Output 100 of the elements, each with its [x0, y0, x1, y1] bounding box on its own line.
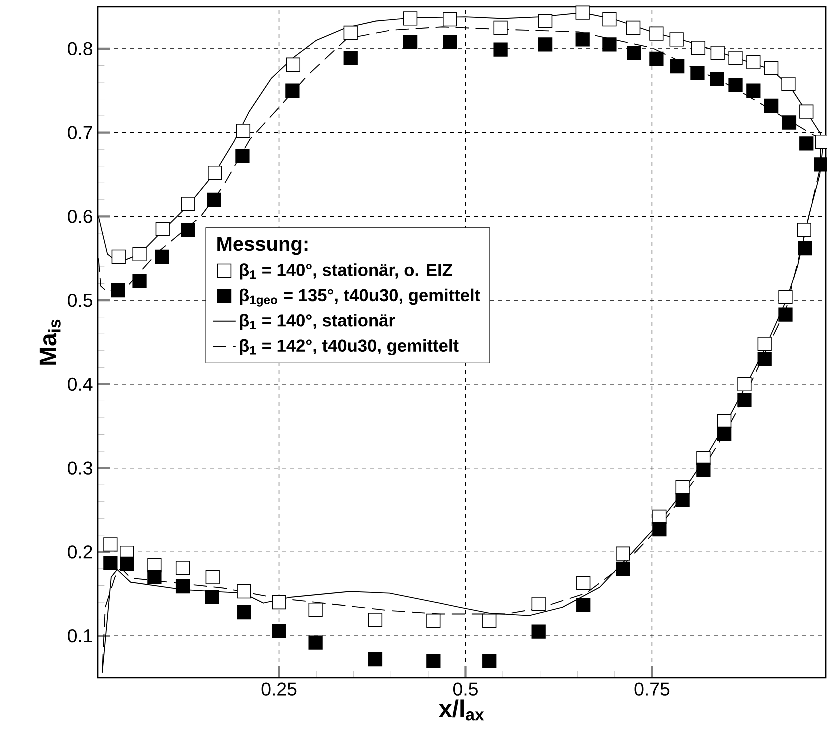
point	[746, 84, 761, 98]
point	[710, 46, 725, 60]
point	[207, 192, 222, 207]
x-tick-label: 0.75	[634, 682, 670, 696]
y-tick-label: 0.8	[68, 42, 92, 56]
point	[728, 78, 743, 92]
point	[368, 652, 383, 667]
point	[696, 462, 711, 478]
point	[205, 590, 220, 605]
point	[532, 624, 546, 639]
point	[443, 35, 458, 50]
point	[403, 12, 418, 26]
point	[576, 576, 591, 590]
point	[181, 197, 196, 212]
point	[800, 104, 814, 119]
point	[782, 77, 796, 92]
y-axis-title: Ma$_{is}$	[40, 320, 61, 365]
point	[236, 149, 250, 164]
point	[237, 584, 252, 599]
y-tick-label: 0.7	[68, 126, 92, 140]
y-tick-label: 0.4	[68, 378, 93, 392]
y-tick-label: 0.3	[68, 462, 92, 475]
x-axis-title: x/l$_{ax}$	[439, 700, 484, 721]
point	[104, 538, 118, 552]
point	[738, 393, 752, 408]
point	[728, 51, 743, 66]
y-tick-label: 0.1	[68, 629, 92, 643]
point	[482, 654, 497, 668]
point	[403, 35, 418, 50]
point	[576, 598, 591, 612]
x-tick-label: 0.5	[454, 682, 478, 696]
point	[286, 84, 300, 98]
point	[764, 61, 779, 76]
point	[764, 98, 779, 114]
legend-label: β$_{1}$ = 142°, t40u30, gemittelt	[240, 339, 459, 356]
point	[627, 46, 642, 60]
point	[650, 52, 664, 66]
point	[237, 606, 252, 620]
point	[800, 136, 814, 151]
point	[272, 595, 286, 610]
point	[148, 570, 162, 584]
point	[670, 59, 685, 74]
point	[176, 580, 190, 594]
point	[576, 32, 590, 47]
y-tick-label: 0.6	[68, 210, 92, 224]
point	[156, 222, 170, 236]
point	[111, 283, 126, 298]
legend-label: β$_{1}$ = 140°, stationär, o. EIZ	[240, 264, 452, 280]
point	[426, 654, 441, 668]
point	[132, 274, 147, 288]
point	[616, 546, 630, 561]
point	[443, 12, 458, 27]
point	[676, 480, 690, 495]
point	[718, 426, 732, 441]
point	[181, 223, 196, 238]
point	[616, 562, 630, 576]
point	[104, 556, 118, 570]
point	[778, 308, 793, 322]
point	[652, 522, 667, 537]
point	[344, 26, 358, 40]
legend-title: Messung:	[218, 237, 308, 256]
legend-label: β$_{1geo}$ = 135°, t40u30, gemittelt	[240, 288, 480, 307]
point	[746, 55, 761, 70]
point	[738, 377, 752, 392]
point	[286, 58, 301, 72]
point	[344, 51, 358, 66]
point	[532, 597, 546, 612]
point	[538, 14, 553, 28]
point	[576, 6, 590, 20]
point	[308, 602, 323, 618]
point	[710, 72, 724, 86]
point	[426, 614, 441, 628]
point	[798, 241, 812, 256]
point	[112, 250, 126, 264]
point	[206, 570, 220, 584]
point	[782, 116, 797, 130]
point	[155, 250, 170, 264]
point	[208, 166, 222, 180]
point	[132, 247, 147, 262]
point	[626, 20, 641, 36]
point	[602, 38, 617, 52]
point	[797, 223, 812, 238]
point	[758, 352, 772, 366]
y-tick-label: 0.2	[68, 546, 92, 559]
point	[120, 556, 134, 571]
point	[176, 561, 190, 576]
point	[272, 624, 286, 638]
point	[482, 614, 497, 628]
point	[778, 290, 793, 304]
y-tick-label: 0.5	[68, 294, 93, 308]
point	[494, 42, 508, 57]
point	[494, 20, 508, 36]
point	[691, 41, 706, 56]
point	[602, 12, 617, 27]
point	[236, 124, 251, 138]
point	[676, 493, 690, 508]
point	[758, 337, 772, 352]
point	[670, 32, 684, 47]
point	[368, 613, 383, 628]
legend-label: β$_{1}$ = 140°, stationär	[240, 314, 396, 330]
